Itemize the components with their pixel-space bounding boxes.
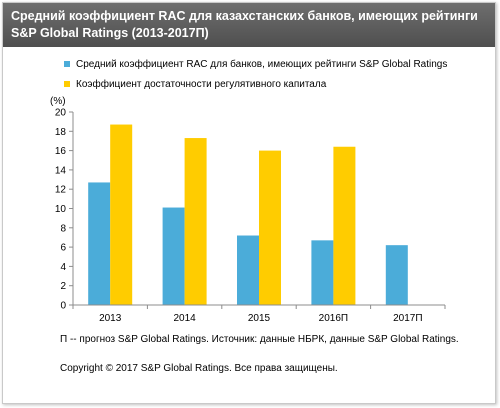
- y-tick-label-2: 4: [60, 262, 66, 273]
- y-tick-label-6: 12: [55, 185, 67, 196]
- y-tick-label-0: 0: [60, 301, 66, 312]
- y-axis-label: (%): [50, 96, 66, 107]
- y-tick-label-8: 16: [55, 146, 67, 157]
- x-tick-label-2015: 2015: [248, 313, 271, 324]
- bar-series1-2015: [237, 235, 259, 305]
- footnote: П -- прогноз S&P Global Ratings. Источни…: [60, 334, 459, 345]
- legend-label-capital: Коэффициент достаточности регулятивного …: [76, 78, 327, 90]
- legend-label-rac: Средний коэффициент RAC для банков, имею…: [76, 58, 448, 70]
- chart-title: Средний коэффициент RAC для казахстански…: [11, 9, 478, 40]
- x-tick-label-2016П: 2016П: [319, 313, 348, 324]
- legend-swatch-capital: [64, 81, 70, 87]
- legend-item-rac: Средний коэффициент RAC для банков, имею…: [64, 55, 447, 73]
- chart-frame: Средний коэффициент RAC для казахстански…: [2, 2, 496, 404]
- legend-swatch-rac: [64, 61, 70, 67]
- bar-series2-2013: [110, 124, 133, 305]
- chart-header: Средний коэффициент RAC для казахстански…: [3, 3, 495, 47]
- bar-series1-2014: [162, 207, 185, 305]
- bar-series2-2015: [259, 150, 281, 305]
- copyright-notice: Copyright © 2017 S&P Global Ratings. Все…: [60, 363, 338, 374]
- y-tick-label-5: 10: [55, 204, 67, 215]
- chart-legend: Средний коэффициент RAC для банков, имею…: [64, 55, 447, 95]
- y-tick-label-1: 2: [60, 281, 66, 292]
- bar-series2-2014: [184, 138, 207, 305]
- x-tick-label-2017П: 2017П: [393, 313, 422, 324]
- bar-series2-2016П: [333, 146, 356, 305]
- bar-series1-2016П: [311, 240, 334, 305]
- x-tick-label-2014: 2014: [173, 313, 196, 324]
- x-tick-label-2013: 2013: [99, 313, 122, 324]
- y-tick-label-4: 8: [60, 223, 66, 234]
- y-tick-label-10: 20: [55, 108, 67, 119]
- bar-series1-2013: [88, 182, 111, 305]
- y-tick-label-7: 14: [55, 165, 67, 176]
- legend-item-capital: Коэффициент достаточности регулятивного …: [64, 75, 447, 93]
- y-tick-label-9: 18: [55, 127, 67, 138]
- y-tick-label-3: 6: [60, 243, 66, 254]
- bar-series1-2017П: [385, 245, 408, 305]
